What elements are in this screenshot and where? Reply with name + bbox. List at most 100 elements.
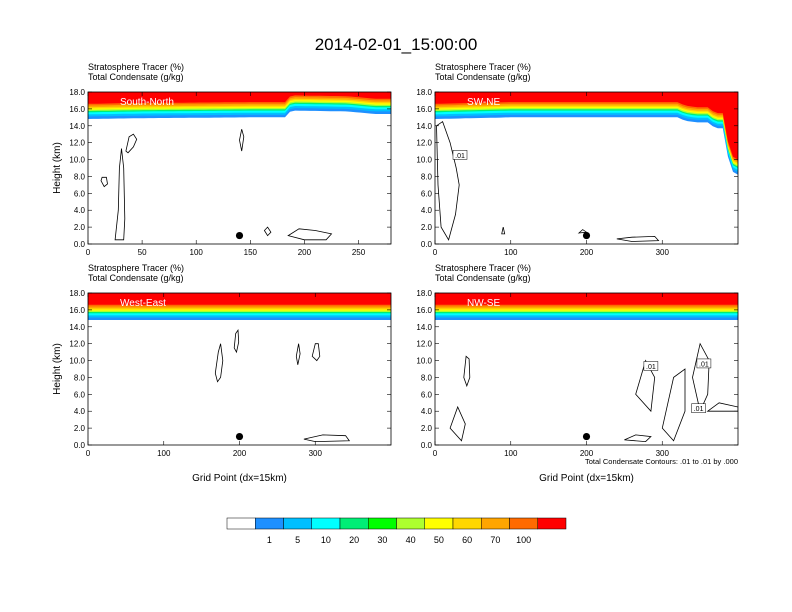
x-tick-label: 200 [233, 449, 247, 458]
contour-label: .01 [699, 361, 709, 368]
colorbar-label: 10 [321, 535, 331, 545]
colorbar-box [452, 517, 482, 530]
condensate-contour [706, 402, 738, 412]
y-tick-label: 16.0 [416, 105, 432, 114]
x-tick-label: 0 [433, 248, 438, 257]
y-tick-label: 6.0 [421, 189, 433, 198]
contour-label: .01 [455, 153, 465, 160]
colorbar-label: 1 [267, 535, 272, 545]
x-tick-label: 200 [580, 248, 594, 257]
y-axis-label: Height (km) [52, 142, 63, 194]
contour-note: Total Condensate Contours: .01 to .01 by… [585, 457, 738, 466]
panels: 0.0 2.0 4.0 6.0 8.0 10.0 12.0 14.0 16.0 18.0 0 50 10… [52, 62, 739, 484]
condensate-contour [624, 434, 652, 443]
y-tick-label: 18.0 [416, 88, 432, 97]
y-tick-label: 16.0 [416, 306, 432, 315]
colorbar-label: 30 [377, 535, 387, 545]
y-tick-label: 12.0 [416, 340, 432, 349]
panel-sw-ne: .01 0.0 2.0 4.0 6.0 8.0 10.0 12.0 14.0 16.0 18.0 0 1… [416, 62, 739, 257]
plot-frame [87, 91, 392, 245]
colorbar-box [255, 517, 284, 530]
x-axis-label: Grid Point (dx=15km) [539, 473, 634, 484]
contour-label-box [696, 358, 712, 369]
condensate-contour [287, 228, 333, 241]
condensate-contour [661, 368, 686, 442]
panel-title-line: Stratosphere Tracer (%) [88, 62, 184, 72]
y-tick-label: 0.0 [74, 441, 86, 450]
y-tick-label: 14.0 [416, 122, 432, 131]
x-tick-label: 300 [656, 449, 670, 458]
x-tick-label: 300 [656, 248, 670, 257]
location-marker [235, 432, 244, 441]
tracer-band [435, 92, 738, 171]
y-tick-label: 6.0 [421, 390, 433, 399]
colorbar-label: 100 [516, 535, 531, 545]
y-tick-label: 18.0 [69, 88, 85, 97]
tracer-fill [435, 92, 738, 175]
main-title: 2014-02-01_15:00:00 [315, 35, 478, 54]
y-tick-label: 14.0 [69, 323, 85, 332]
panel-title-line: Total Condensate (g/kg) [88, 72, 184, 82]
y-tick-label: 16.0 [69, 105, 85, 114]
y-tick-label: 14.0 [69, 122, 85, 131]
x-tick-label: 200 [298, 248, 312, 257]
y-tick-label: 8.0 [421, 373, 433, 382]
y-tick-label: 4.0 [74, 206, 86, 215]
x-tick-label: 50 [138, 248, 147, 257]
tracer-band [435, 92, 738, 160]
x-tick-label: 100 [504, 248, 518, 257]
condensate-contour [114, 148, 126, 241]
panel-title-line: Total Condensate (g/kg) [435, 72, 531, 82]
x-tick-label: 100 [190, 248, 204, 257]
y-tick-label: 2.0 [74, 424, 86, 433]
condensate-contours [100, 129, 333, 241]
colorbar-box [537, 517, 567, 530]
panel-title-line: Stratosphere Tracer (%) [435, 62, 531, 72]
x-tick-label: 0 [86, 449, 91, 458]
y-tick-label: 0.0 [421, 240, 433, 249]
colorbar-label: 60 [462, 535, 472, 545]
colorbar-label: 40 [406, 535, 416, 545]
condensate-contour [463, 355, 471, 388]
y-tick-label: 8.0 [74, 172, 86, 181]
condensate-contour [311, 343, 321, 362]
y-tick-label: 12.0 [69, 340, 85, 349]
condensate-contours [214, 329, 351, 443]
condensate-contours [436, 120, 660, 242]
x-tick-label: 100 [157, 449, 171, 458]
x-tick-label: 0 [86, 248, 91, 257]
colorbar-box [424, 517, 454, 530]
colorbar-box [481, 517, 510, 530]
y-tick-label: 4.0 [421, 206, 433, 215]
y-tick-label: 2.0 [421, 223, 433, 232]
colorbar-box [226, 517, 256, 530]
colorbar-box [339, 517, 369, 530]
panel-title-line: Total Condensate (g/kg) [88, 273, 184, 283]
location-marker [582, 432, 591, 441]
x-tick-label: 200 [580, 449, 594, 458]
panel-label: South-North [120, 97, 174, 108]
y-tick-label: 18.0 [69, 289, 85, 298]
y-tick-label: 8.0 [421, 172, 433, 181]
y-tick-label: 2.0 [421, 424, 433, 433]
condensate-contour [303, 434, 351, 443]
condensate-contour [449, 405, 466, 442]
panel-nw-se: .01 .01 .01 0.0 2.0 4.0 6.0 8.0 10.0 12.0 14.0 16.0… [416, 263, 739, 484]
colorbar-label: 20 [349, 535, 359, 545]
colorbar: 1 5 10 20 30 40 50 60 70 100 [226, 517, 567, 545]
y-tick-label: 10.0 [69, 156, 85, 165]
y-tick-label: 10.0 [416, 156, 432, 165]
y-tick-label: 10.0 [69, 357, 85, 366]
condensate-contour [239, 129, 245, 152]
panel-title-line: Total Condensate (g/kg) [435, 273, 531, 283]
y-tick-label: 0.0 [421, 441, 433, 450]
colorbar-box [509, 517, 538, 530]
colorbar-label: 70 [490, 535, 500, 545]
contour-label-box [452, 150, 468, 160]
condensate-contour [436, 120, 460, 241]
tracer-fill [88, 293, 391, 320]
y-tick-label: 4.0 [74, 407, 86, 416]
y-tick-label: 6.0 [74, 390, 86, 399]
condensate-contour [577, 229, 588, 234]
